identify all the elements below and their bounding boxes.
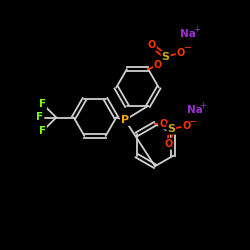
Text: F: F (39, 99, 46, 109)
Text: +: + (200, 100, 206, 110)
Text: O: O (148, 40, 156, 50)
Text: P: P (121, 115, 129, 125)
Text: S: S (167, 124, 175, 134)
Text: O: O (154, 60, 162, 70)
Text: −: − (184, 43, 192, 53)
Text: F: F (36, 112, 44, 122)
Text: O: O (176, 48, 185, 58)
Text: +: + (193, 24, 200, 34)
Text: Na: Na (187, 105, 203, 115)
Text: −: − (189, 117, 197, 127)
Text: S: S (162, 52, 170, 62)
Text: O: O (165, 139, 173, 149)
Text: O: O (182, 121, 190, 131)
Text: F: F (39, 126, 46, 136)
Text: Na: Na (180, 29, 196, 39)
Text: O: O (159, 119, 167, 129)
